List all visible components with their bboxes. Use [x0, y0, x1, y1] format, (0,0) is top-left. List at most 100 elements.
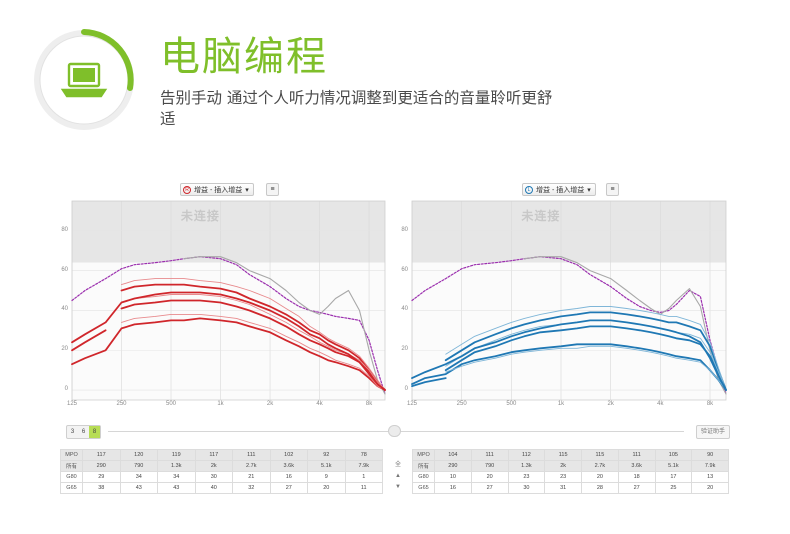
series-mid[interactable]: [444, 325, 727, 391]
series-lower[interactable]: [71, 317, 386, 391]
table-cell[interactable]: 38: [82, 482, 121, 494]
series-lower-light[interactable]: [445, 345, 727, 391]
table-row: MPO 117 120 119 117 111 102 92 78: [60, 449, 383, 461]
table-cell[interactable]: 43: [119, 482, 158, 494]
y-tick-label: 20: [61, 346, 68, 353]
table-cell[interactable]: 40: [194, 482, 233, 494]
x-tick-label: 500: [166, 401, 177, 407]
table-row: G65 38 43 43 40 32 27 20 11: [60, 482, 383, 494]
table-row: 所有 290 790 1.3k 2k 2.7k 3.6k 5.1k 7.9k: [412, 460, 729, 472]
table-cell: 111: [617, 449, 656, 461]
table-cell[interactable]: 1: [344, 471, 383, 483]
table-cell: 120: [119, 449, 158, 461]
increase-icon[interactable]: ▲: [395, 473, 401, 479]
series-lower-light[interactable]: [121, 313, 386, 391]
table-cell: 1.3k: [507, 460, 546, 472]
y-tick-label: 80: [61, 226, 68, 233]
series-outer[interactable]: [71, 291, 386, 391]
table-cell: 3.6k: [269, 460, 308, 472]
y-tick-label: 0: [64, 386, 68, 393]
laptop-icon: [60, 62, 108, 98]
table-cell[interactable]: 27: [470, 482, 509, 494]
gain-mode-select-right[interactable]: R 增益 - 插入增益 ▾: [180, 183, 254, 196]
table-cell[interactable]: 34: [157, 471, 196, 483]
series-upper[interactable]: [120, 283, 386, 391]
table-cell[interactable]: 9: [307, 471, 346, 483]
list-settings-icon[interactable]: ≡: [606, 183, 619, 196]
series-upper[interactable]: [444, 311, 727, 391]
series-upper-light[interactable]: [121, 278, 386, 391]
series-limit-gray[interactable]: [183, 256, 386, 395]
not-connected-watermark: 未连接: [180, 209, 220, 223]
plot-area: [72, 262, 385, 400]
series-mid-light[interactable]: [121, 294, 386, 391]
x-tick-label: 1k: [217, 401, 224, 407]
table-cell: 2k: [194, 460, 233, 472]
table-cell[interactable]: 16: [434, 482, 472, 494]
row-label: G80: [60, 471, 83, 483]
table-cell[interactable]: 20: [581, 471, 619, 483]
gain-chart-svg: [71, 200, 386, 401]
series-limit-dotted[interactable]: [71, 256, 386, 395]
table-cell[interactable]: 23: [507, 471, 546, 483]
table-cell[interactable]: 20: [691, 482, 729, 494]
table-cell[interactable]: 16: [269, 471, 308, 483]
table-cell[interactable]: 21: [232, 471, 271, 483]
channel-option-8[interactable]: 8: [89, 426, 100, 438]
table-cell: 5.1k: [307, 460, 346, 472]
channel-option-3[interactable]: 3: [70, 429, 75, 435]
series-outer2[interactable]: [411, 377, 447, 387]
table-cell[interactable]: 17: [654, 471, 693, 483]
left-ear-gain-chart[interactable]: 125 250 500 1k 2k 4k 8k 0 20 40 60 80 未连接: [392, 199, 732, 410]
x-tick-label: 125: [66, 401, 77, 407]
row-label: G65: [60, 482, 83, 494]
list-settings-icon[interactable]: ≡: [266, 183, 279, 196]
table-cell[interactable]: 43: [157, 482, 196, 494]
table-cell[interactable]: 29: [82, 471, 121, 483]
table-cell[interactable]: 10: [434, 471, 472, 483]
table-cell[interactable]: 30: [507, 482, 546, 494]
table-cell: 2.7k: [581, 460, 619, 472]
table-cell[interactable]: 30: [194, 471, 233, 483]
verification-assistant-button[interactable]: 验证助手: [695, 425, 730, 439]
table-cell[interactable]: 34: [119, 471, 158, 483]
link-ears-icon[interactable]: [388, 425, 401, 437]
series-limit-gray[interactable]: [523, 256, 727, 395]
table-cell[interactable]: 13: [691, 471, 729, 483]
series-outer2[interactable]: [71, 329, 107, 352]
table-cell[interactable]: 31: [544, 482, 582, 494]
table-cell: 115: [544, 449, 582, 461]
table-cell: 104: [434, 449, 472, 461]
all-button[interactable]: 全: [394, 462, 401, 468]
decrease-icon[interactable]: ▼: [395, 484, 401, 490]
table-cell: 119: [157, 449, 196, 461]
table-cell[interactable]: 20: [307, 482, 346, 494]
x-tick-label: 2k: [266, 401, 274, 407]
table-cell: 5.1k: [654, 460, 693, 472]
y-tick-label: 60: [401, 266, 408, 273]
table-cell[interactable]: 25: [654, 482, 693, 494]
series-upper-light[interactable]: [445, 306, 727, 391]
not-connected-watermark: 未连接: [521, 209, 561, 223]
table-cell: 78: [344, 449, 383, 461]
table-cell[interactable]: 18: [617, 471, 656, 483]
series-outer[interactable]: [411, 319, 727, 391]
laptop-badge: [34, 29, 134, 130]
row-label: 所有: [412, 460, 435, 472]
table-cell[interactable]: 20: [470, 471, 509, 483]
table-cell[interactable]: 28: [581, 482, 619, 494]
right-ear-gain-chart[interactable]: 125 250 500 1k 2k 4k 8k 0 20 40 60 80 未连接: [48, 199, 391, 410]
table-cell[interactable]: 32: [232, 482, 271, 494]
table-cell[interactable]: 23: [544, 471, 582, 483]
x-tick-label: 8k: [365, 401, 373, 407]
gain-mode-select-left[interactable]: L 增益 - 插入增益 ▾: [522, 183, 596, 196]
table-row: 所有 290 790 1.3k 2k 2.7k 3.6k 5.1k 7.9k: [60, 460, 383, 472]
unconnected-band: [72, 201, 385, 263]
table-cell[interactable]: 27: [617, 482, 656, 494]
series-lower[interactable]: [411, 343, 727, 391]
table-cell[interactable]: 11: [344, 482, 383, 494]
channel-option-6[interactable]: 6: [81, 429, 86, 435]
table-cell: 112: [507, 449, 546, 461]
table-cell[interactable]: 27: [269, 482, 308, 494]
